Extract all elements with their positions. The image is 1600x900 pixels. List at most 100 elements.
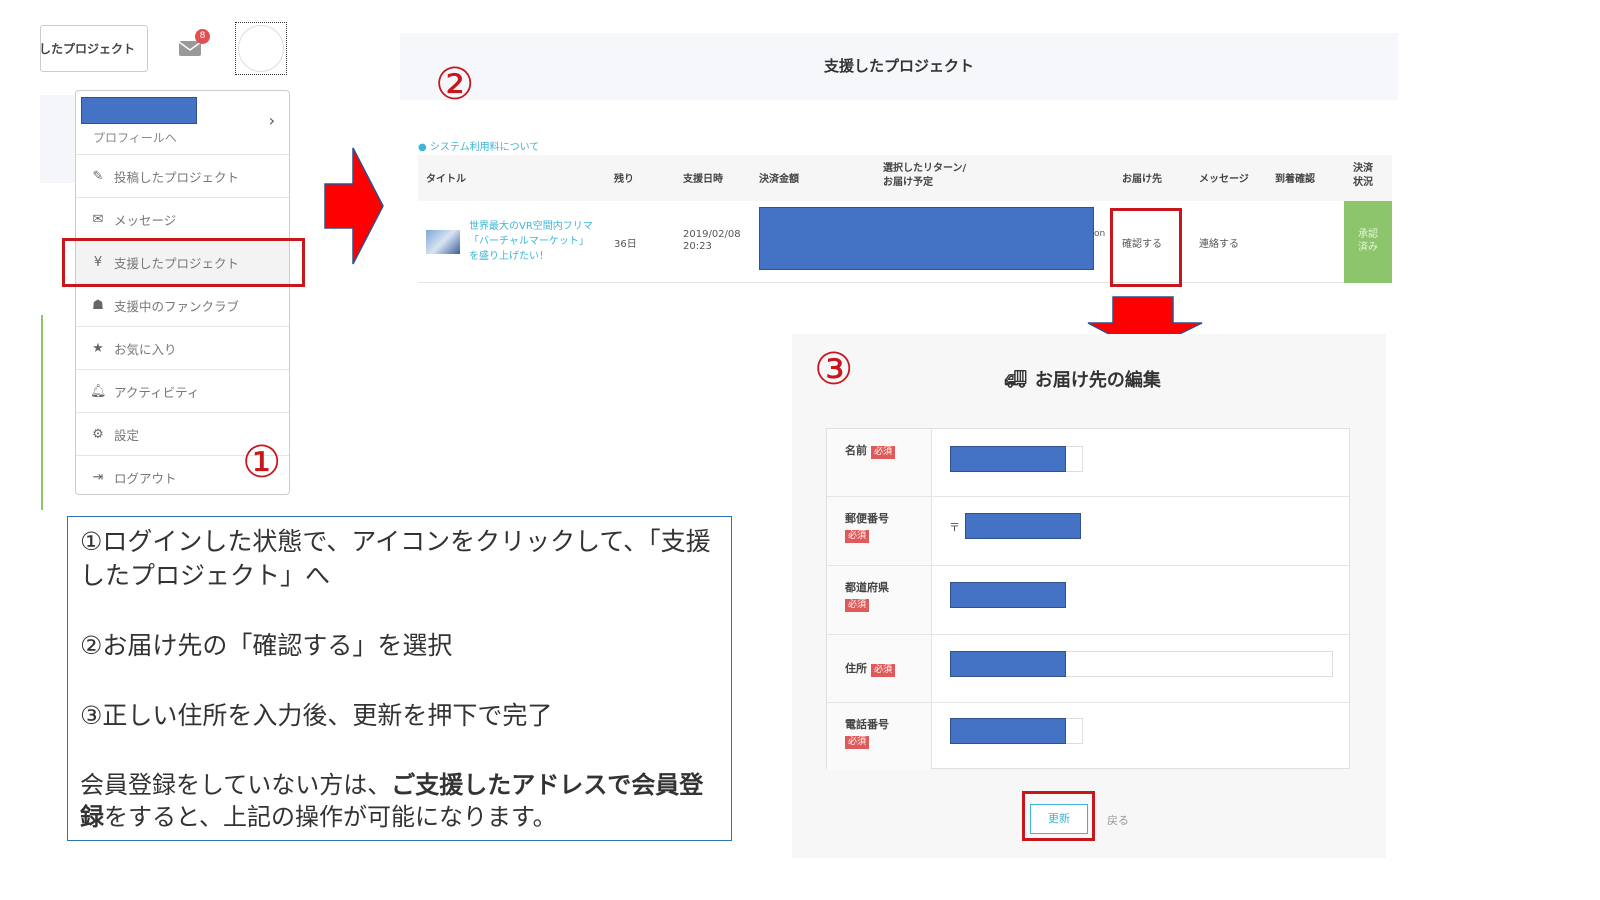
instruction-step-1: ①ログインした状態で、アイコンをクリックして、「支援したプロジェクト」へ	[80, 527, 711, 590]
update-button[interactable]: 更新	[1030, 804, 1088, 834]
menu-item-activity[interactable]: 🔔︎ アクティビティ	[76, 369, 289, 412]
note-text: 会員登録をしていない方は、	[80, 771, 392, 799]
menu-item-label: 設定	[114, 427, 140, 443]
return-text-fragment: on	[1094, 229, 1106, 239]
highlight-box	[1022, 791, 1095, 841]
address-input[interactable]	[950, 651, 1333, 677]
menu-item-label: ログアウト	[114, 470, 177, 486]
star-icon: ★	[92, 340, 104, 356]
form-row-address: 住所 必須	[827, 635, 1349, 703]
page-background-strip	[40, 95, 76, 183]
green-divider	[41, 315, 43, 510]
envelope-icon	[178, 41, 202, 56]
gear-icon: ⚙	[92, 426, 104, 442]
system-fee-link[interactable]: ● システム利用料について	[418, 138, 539, 153]
column-header: 支援日時	[683, 174, 723, 185]
phone-input[interactable]	[950, 718, 1083, 744]
menu-item-fanclubs[interactable]: ☗ 支援中のファンクラブ	[76, 283, 289, 326]
field-label: 都道府県	[845, 581, 889, 594]
confirm-address-link[interactable]: 確認する	[1122, 239, 1162, 250]
field-label: 電話番号	[845, 718, 889, 731]
status-badge: 承認 済み	[1344, 201, 1392, 283]
page-title: 支援したプロジェクト	[823, 57, 974, 75]
menu-item-settings[interactable]: ⚙ 設定	[76, 412, 289, 455]
bell-icon: 🔔︎	[90, 383, 107, 399]
name-input[interactable]	[950, 446, 1083, 472]
project-thumbnail	[426, 230, 460, 254]
postal-input[interactable]	[965, 513, 1081, 539]
yen-icon: ¥	[93, 254, 103, 270]
menu-item-logout[interactable]: ⇥ ログアウト	[76, 455, 289, 498]
highlight-box	[1110, 208, 1182, 287]
pencil-icon: ✎	[92, 168, 104, 184]
remaining-days: 36日	[614, 239, 637, 250]
required-badge: 必須	[845, 736, 870, 749]
postal-mark: 〒	[949, 521, 960, 534]
table-header: タイトル 残り 支援日時 決済金額 選択したリターン/ お届け予定 お届け先 メ…	[418, 155, 1392, 201]
column-header: 到着確認	[1275, 174, 1315, 185]
redacted-value	[950, 446, 1066, 472]
project-title-link[interactable]: 世界最大のVR空間内フリマ「バーチャルマーケット」を盛り上げたい！	[469, 221, 593, 262]
column-header: 選択したリターン/ お届け予定	[883, 163, 967, 188]
required-badge: 必須	[871, 446, 896, 459]
menu-item-backed-projects[interactable]: ¥ 支援したプロジェクト	[76, 240, 289, 283]
field-label: 住所	[845, 662, 867, 675]
edit-title-text: お届け先の編集	[1034, 370, 1161, 391]
column-header: 決済金額	[759, 174, 799, 185]
menu-item-label: 支援したプロジェクト	[114, 255, 240, 271]
form-row-prefecture: 都道府県 必須	[827, 566, 1349, 635]
menu-item-label: お気に入り	[114, 341, 177, 357]
column-header: メッセージ	[1199, 174, 1249, 185]
instruction-note: 会員登録をしていない方は、ご支援したアドレスで会員登録をすると、上記の操作が可能…	[80, 769, 719, 833]
arrow-right-icon	[324, 147, 384, 265]
note-text: をすると、上記の操作が可能になります。	[104, 803, 557, 831]
step-marker-1: ①	[242, 437, 282, 488]
menu-item-messages[interactable]: ✉ メッセージ	[76, 197, 289, 240]
redacted-value	[965, 513, 1081, 539]
field-label: 郵便番号	[845, 512, 889, 525]
redacted-value	[950, 718, 1066, 744]
profile-link[interactable]: プロフィールへ ›	[76, 91, 289, 154]
prefecture-select[interactable]	[950, 582, 1066, 608]
backed-projects-nav-button[interactable]: したプロジェクト	[40, 25, 148, 72]
step-marker-2: ②	[435, 59, 475, 110]
avatar	[238, 25, 284, 72]
instruction-step-2: ②お届け先の「確認する」を選択	[80, 631, 453, 660]
address-form: 名前 必須 郵便番号 必須〒 都道府県 必須 住所 必須 電話番号 必須	[826, 428, 1350, 770]
highlight-box	[62, 238, 305, 287]
menu-item-label: 支援中のファンクラブ	[114, 298, 240, 314]
menu-item-label: メッセージ	[114, 212, 177, 228]
info-icon: ●	[418, 142, 427, 153]
form-row-postal: 郵便番号必須 〒	[827, 497, 1349, 566]
back-link[interactable]: 戻る	[1107, 814, 1129, 827]
system-fee-link-label: システム利用料について	[429, 142, 540, 153]
users-icon: ☗	[92, 297, 104, 313]
redacted-amount-return	[759, 207, 1094, 270]
required-badge: 必須	[871, 664, 896, 677]
envelope-icon: ✉	[92, 211, 104, 227]
truck-icon: 🚚︎	[1004, 368, 1027, 390]
profile-link-label: プロフィールへ	[93, 131, 177, 145]
redacted-value	[950, 651, 1066, 677]
menu-item-favorites[interactable]: ★ お気に入り	[76, 326, 289, 369]
edit-title: 🚚︎ お届け先の編集	[1004, 366, 1161, 392]
avatar-button[interactable]	[235, 22, 287, 75]
contact-link[interactable]: 連絡する	[1199, 239, 1239, 250]
instructions-box: ①ログインした状態で、アイコンをクリックして、「支援したプロジェクト」へ ②お届…	[67, 516, 732, 841]
user-dropdown-menu: プロフィールへ › ✎ 投稿したプロジェクト ✉ メッセージ ¥ 支援したプロジェクト…	[75, 90, 290, 495]
logout-icon: ⇥	[92, 469, 104, 485]
required-badge: 必須	[845, 599, 870, 612]
step-marker-3: ③	[814, 344, 854, 395]
backed-date: 2019/02/08 20:23	[683, 229, 741, 252]
redacted-username	[81, 97, 197, 124]
column-header: 決済 状況	[1353, 163, 1373, 188]
menu-item-posted-projects[interactable]: ✎ 投稿したプロジェクト	[76, 154, 289, 197]
field-label: 名前	[845, 444, 867, 457]
menu-item-label: 投稿したプロジェクト	[114, 169, 240, 185]
notification-badge: 8	[195, 29, 210, 44]
mail-button[interactable]: 8	[178, 29, 210, 58]
instruction-step-3: ③正しい住所を入力後、更新を押下で完了	[80, 701, 553, 730]
column-header: タイトル	[426, 174, 466, 185]
column-header: 残り	[614, 174, 634, 185]
required-badge: 必須	[845, 530, 870, 543]
